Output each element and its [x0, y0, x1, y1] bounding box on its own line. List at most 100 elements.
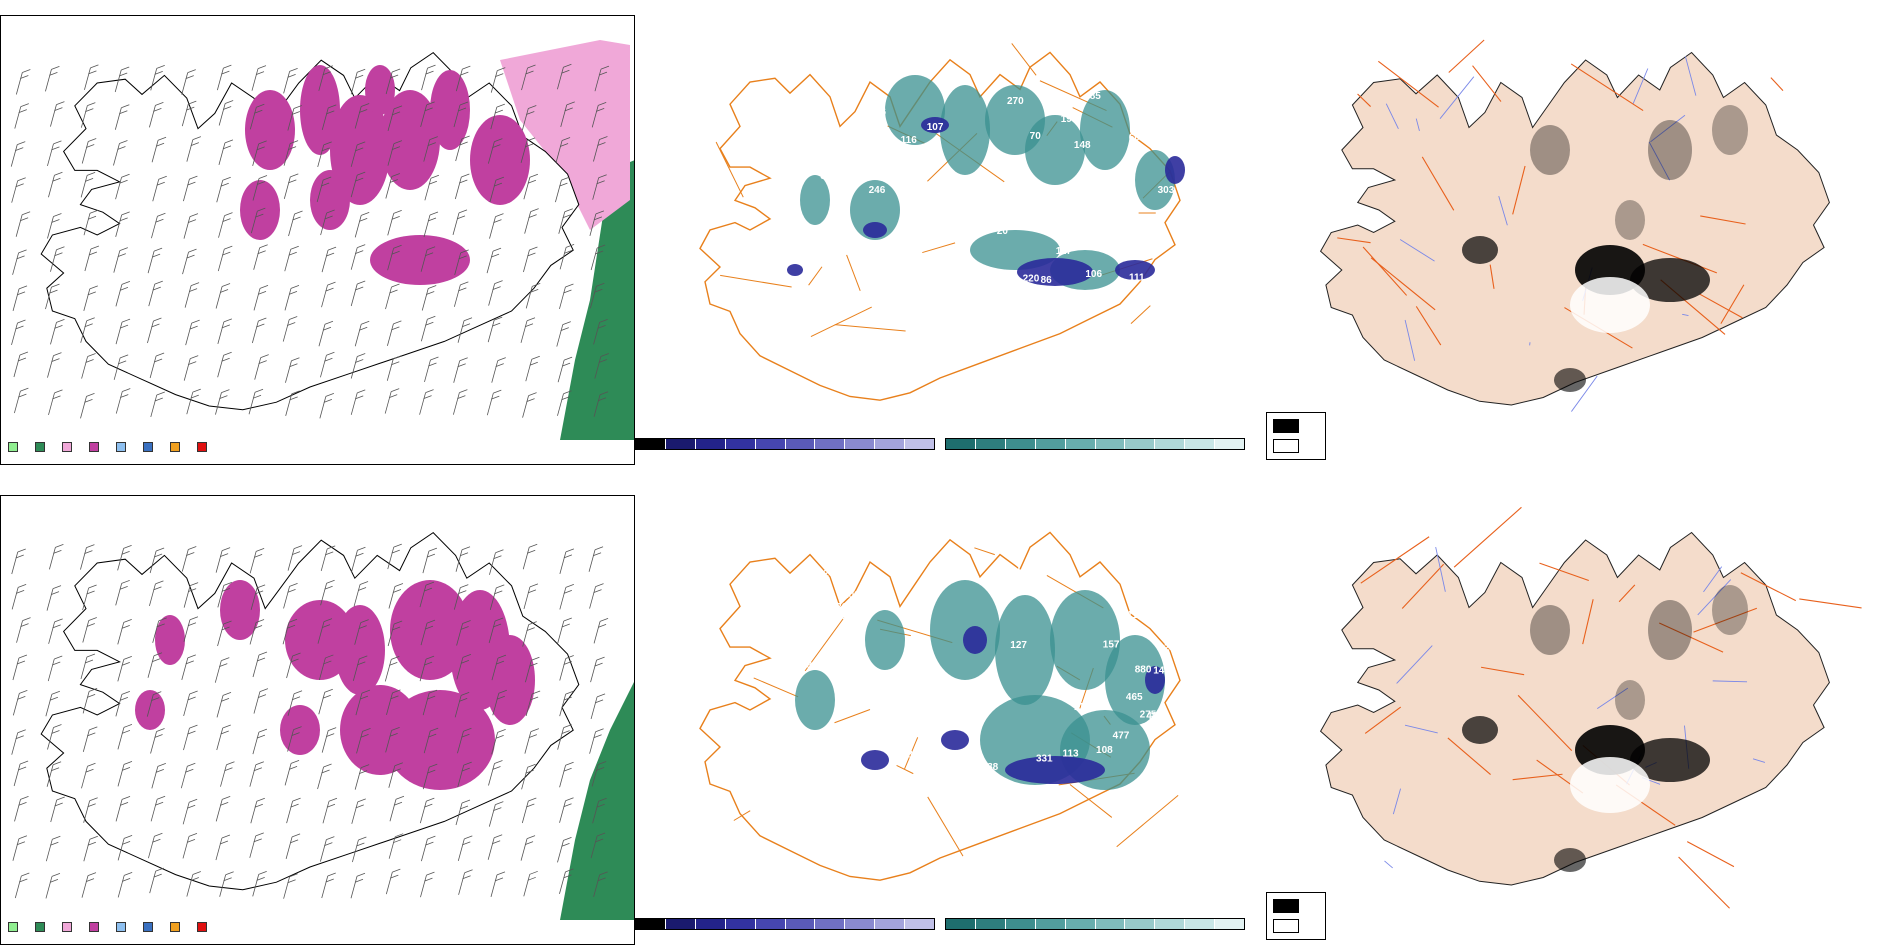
wind-barb-icon	[420, 871, 435, 898]
wind-barb-icon	[151, 763, 166, 789]
wind-barb-icon	[419, 655, 435, 682]
road-line	[846, 254, 861, 291]
wind-barb-icon	[321, 104, 337, 130]
wind-barb-icon	[489, 584, 505, 611]
wind-barb-icon	[453, 281, 469, 307]
wind-barb-icon	[422, 547, 438, 574]
low-visibility-area	[865, 610, 905, 670]
wind-barb-icon	[356, 727, 371, 754]
colorbar-cell	[1125, 439, 1156, 449]
wind-barb-icon	[420, 101, 435, 127]
snow-area	[370, 235, 470, 285]
river-line	[1404, 724, 1438, 734]
road-line	[1415, 306, 1442, 346]
wind-barb-icon	[283, 583, 298, 609]
road-line	[1517, 694, 1573, 751]
legend-swatch	[89, 922, 99, 932]
wind-barb-icon	[421, 835, 436, 862]
wind-barb-icon	[115, 388, 131, 414]
road-line	[1401, 563, 1445, 609]
wind-barb-icon	[115, 211, 130, 238]
snow-area	[390, 580, 470, 680]
rain-area	[560, 680, 635, 920]
colorbar-cell	[815, 439, 846, 449]
colorbar-cell	[1155, 439, 1186, 449]
wind-barb-icon	[456, 654, 472, 680]
wind-barb-icon	[147, 247, 163, 274]
fog-area	[1554, 368, 1586, 392]
wind-barb-icon	[183, 724, 198, 751]
precip-type-panel	[0, 0, 635, 470]
road-line	[1582, 599, 1594, 645]
wind-barb-icon	[557, 356, 573, 383]
wind-barb-icon	[113, 247, 128, 273]
wind-barb-icon	[559, 761, 574, 788]
road-line	[834, 324, 906, 332]
wind-barb-icon	[117, 761, 133, 787]
wind-barb-icon	[316, 176, 332, 203]
wind-barb-icon	[385, 173, 400, 199]
wind-barb-icon	[149, 867, 164, 894]
precip-legend	[8, 922, 224, 932]
colorbar-cell	[1005, 439, 1036, 449]
river-line	[1703, 566, 1723, 593]
colorbar-cell	[1095, 919, 1126, 929]
wind-barb-icon	[453, 357, 468, 383]
wind-barb-icon	[117, 618, 132, 645]
road-line	[1378, 60, 1439, 108]
wind-barb-icon	[419, 797, 435, 824]
wind-barb-icon	[219, 871, 234, 897]
wind-barb-icon	[452, 209, 468, 236]
wind-barb-icon	[555, 176, 570, 203]
road-line	[927, 796, 964, 857]
wind-barb-icon	[388, 833, 404, 859]
road-line	[1489, 264, 1495, 289]
wind-barb-icon	[82, 726, 98, 752]
wind-barb-icon	[48, 618, 63, 644]
visibility-value-label: 144	[1153, 665, 1170, 676]
legend-item	[8, 442, 23, 452]
wind-barb-icon	[83, 797, 98, 823]
visibility-value-label: 283	[1155, 751, 1172, 762]
fog-map	[1319, 39, 1830, 412]
wind-barb-icon	[592, 174, 607, 200]
visibility-value-label: 304	[820, 171, 837, 182]
wind-barb-icon	[387, 620, 403, 647]
visibility-value-label: 193	[876, 696, 893, 707]
snow-area	[470, 115, 530, 205]
visibility-value-label: 82	[969, 224, 981, 235]
wind-barb-icon	[350, 141, 366, 167]
colorbar-cell	[875, 919, 906, 929]
wind-barb-icon	[285, 833, 301, 860]
wind-barb-icon	[453, 584, 469, 610]
fog-area	[1462, 236, 1498, 264]
wind-barb-icon	[181, 546, 197, 572]
wind-barb-icon	[355, 689, 371, 716]
wind-barb-icon	[218, 100, 234, 126]
colorbar-cell	[1095, 439, 1126, 449]
wind-barb-icon	[83, 285, 98, 311]
wind-barb-icon	[486, 389, 502, 416]
wind-barb-icon	[253, 285, 269, 311]
colorbar-cell	[1035, 919, 1066, 929]
wind-barb-icon	[457, 727, 472, 754]
wind-barb-icon	[593, 871, 608, 897]
wind-barb-icon	[387, 105, 403, 131]
wind-barb-icon	[523, 870, 538, 897]
low-cloud-base-area	[1005, 756, 1105, 784]
colorbar-cell	[665, 439, 696, 449]
river-line	[1435, 546, 1446, 592]
wind-barb-icon	[387, 209, 402, 236]
road-line	[804, 617, 845, 672]
river-line	[1392, 788, 1402, 815]
visibility-value-label: 160	[1154, 109, 1171, 120]
river-line	[1648, 141, 1671, 181]
precip-type-panel	[0, 480, 635, 950]
wind-barb-icon	[253, 688, 269, 714]
low-cloud-base-area	[787, 264, 803, 276]
wind-barb-icon	[317, 141, 332, 168]
wind-barb-icon	[589, 728, 604, 754]
wind-barb-icon	[353, 581, 369, 607]
wind-barb-icon	[184, 282, 200, 308]
wind-barb-icon	[589, 210, 605, 236]
